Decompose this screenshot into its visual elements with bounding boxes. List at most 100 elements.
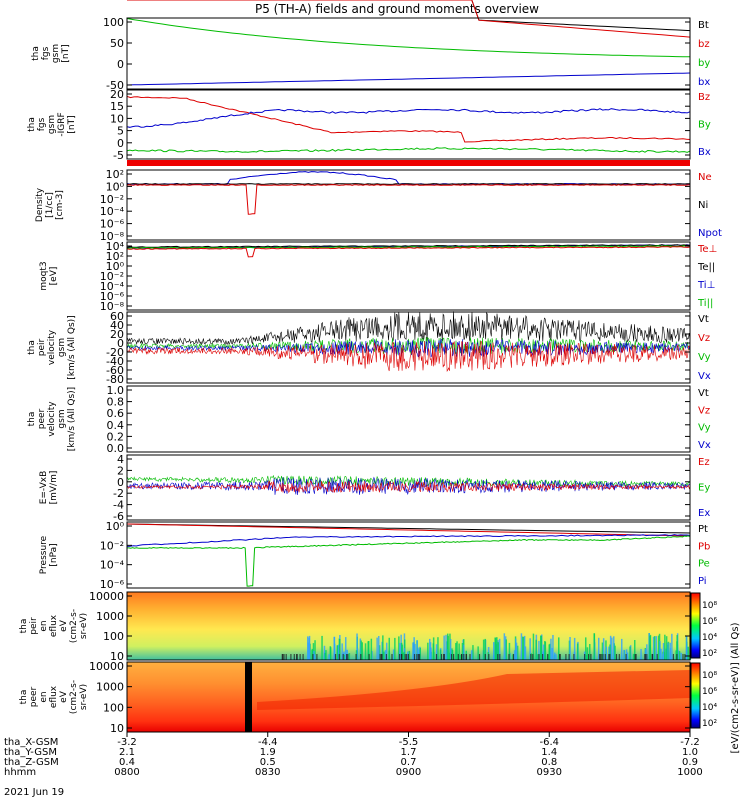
y-tick-label: 10⁰ xyxy=(106,180,125,193)
y-tick-label: 10⁻⁶ xyxy=(100,578,125,591)
y-tick-label: 100 xyxy=(103,630,124,643)
y-tick-label: 1.0 xyxy=(107,384,125,397)
y-axis-label: thapeirvelocitygsm[km/s (All Qs)] xyxy=(27,315,77,379)
y-tick-label: 10 xyxy=(110,650,124,663)
legend-bz: bz xyxy=(698,39,710,50)
y-tick-label: 0 xyxy=(117,476,124,489)
panel-10: 10000 1000 100 10 thapeerenefluxeV(cm2-s-sr-… xyxy=(19,660,691,735)
series-vz xyxy=(127,340,691,373)
legend-vz: Vz xyxy=(698,405,710,416)
legend-ex: Ex xyxy=(698,508,710,519)
y-tick-label: 10² xyxy=(106,250,124,263)
x-axis: -3.22.10.40800-4.41.90.50830-5.51.70.709… xyxy=(4,732,703,798)
colorbar-tick-2d: 10² xyxy=(702,719,717,729)
y-tick-label: 10⁻² xyxy=(100,270,124,283)
y-tick-label: -40 xyxy=(106,355,124,368)
legend-npot: Npot xyxy=(698,228,722,239)
x-tick-z: 0.9 xyxy=(682,757,698,768)
y-tick-label: 0.2 xyxy=(107,430,125,443)
series-ex xyxy=(126,476,691,496)
y-tick-label: -60 xyxy=(106,364,124,377)
y-tick-label: 10⁻⁶ xyxy=(100,290,125,303)
y-tick-label: 10⁰ xyxy=(106,260,125,273)
y-tick-label: 20 xyxy=(110,328,124,341)
y-tick-label: 1000 xyxy=(96,610,124,623)
y-tick-label: -4 xyxy=(113,499,124,512)
colorbar-tick-2b: 10⁶ xyxy=(702,687,717,697)
series-te-par xyxy=(126,244,691,248)
series-bz xyxy=(127,0,691,38)
y-axis-label: Pressure[nPa] xyxy=(39,535,59,574)
panel-9: 10000 1000 100 10 thapeirenefluxeV(cm2-s-sr-… xyxy=(19,590,692,663)
y-tick-label: 10⁻⁸ xyxy=(100,300,125,313)
y-tick-label: 10⁻⁴ xyxy=(100,559,125,572)
y-tick-label: 10⁻⁸ xyxy=(100,230,125,243)
y-axis-label: thapeerenefluxeV(cm2-s-sr-eV) xyxy=(19,680,89,714)
y-tick-label: 10000 xyxy=(89,660,124,673)
colorbar-1 xyxy=(690,592,701,659)
y-axis-label: thafgsgsm[nT] xyxy=(31,44,71,63)
x-tick-hhmm: 0900 xyxy=(396,767,421,778)
legend-vz: Vz xyxy=(698,333,710,344)
x-tick-y: 2.1 xyxy=(119,747,135,758)
legend-pb: Pb xyxy=(698,541,710,552)
series-bx-igrf xyxy=(126,108,691,128)
legend-ez: Ez xyxy=(698,457,710,468)
y-tick-label: 10⁻⁴ xyxy=(100,280,125,293)
y-tick-label: 40 xyxy=(110,319,124,332)
series-bx xyxy=(126,72,691,86)
series-npot xyxy=(126,171,691,186)
date-label: 2021 Jun 19 xyxy=(4,787,64,798)
panel-frame xyxy=(126,521,691,589)
y-tick-label: 0.6 xyxy=(107,407,125,420)
y-axis-label: thapeervelocitygsm[km/s (All Qs)] xyxy=(27,387,77,451)
x-tick-hhmm: 0830 xyxy=(255,767,280,778)
y-tick-label: 1000 xyxy=(96,681,124,694)
y-tick-label: 10000 xyxy=(89,590,124,603)
series-pe xyxy=(127,535,691,587)
y-tick-label: 0 xyxy=(117,337,124,350)
y-tick-label: 2 xyxy=(117,464,124,477)
panel-frame xyxy=(126,591,691,661)
panel-frame xyxy=(126,17,691,90)
legend-pe: Pe xyxy=(698,559,710,570)
colorbar-tick-1d: 10² xyxy=(702,649,717,659)
series-vx xyxy=(126,338,691,358)
y-tick-label: 10 xyxy=(110,112,124,125)
legend-ni: Ni xyxy=(698,200,708,211)
y-tick-label: 100 xyxy=(103,16,124,29)
y-tick-label: 100 xyxy=(103,701,124,714)
x-tick-y: 1.7 xyxy=(401,747,417,758)
y-tick-label: -80 xyxy=(106,373,124,386)
y-tick-label: -20 xyxy=(106,346,124,359)
panels: 100500-50thafgsgsm[nT]Btbzbybx20151050-5… xyxy=(19,0,722,735)
y-tick-label: 50 xyxy=(110,37,124,50)
x-tick-x: -3.2 xyxy=(117,737,137,748)
x-tick-z: 0.8 xyxy=(541,757,557,768)
y-axis-label: moqt3[eV] xyxy=(39,261,59,290)
y-tick-label: 4 xyxy=(117,453,124,466)
y-tick-label: 60 xyxy=(110,310,124,323)
y-tick-label: 0.0 xyxy=(107,442,125,455)
y-tick-label: 0.4 xyxy=(107,419,125,432)
legend-vt: Vt xyxy=(698,314,709,325)
y-tick-label: 20 xyxy=(110,88,124,101)
x-tick-x: -6.4 xyxy=(539,737,559,748)
panel-frame xyxy=(126,169,691,241)
legend-vx: Vx xyxy=(698,371,711,382)
spectrogram-data-gap xyxy=(245,662,252,732)
y-tick-label: 5 xyxy=(117,125,124,138)
legend-vy: Vy xyxy=(698,352,711,363)
y-axis-label: Density[1/cc][cm-3] xyxy=(35,187,65,222)
separator-bar xyxy=(127,160,690,166)
x-tick-hhmm: 1000 xyxy=(677,767,702,778)
y-tick-label: 0.8 xyxy=(107,396,125,409)
series-te-perp xyxy=(126,246,691,258)
legend-pi: Pi xyxy=(698,576,707,587)
y-tick-label: 10⁰ xyxy=(106,520,125,533)
panel-frame xyxy=(126,454,691,521)
